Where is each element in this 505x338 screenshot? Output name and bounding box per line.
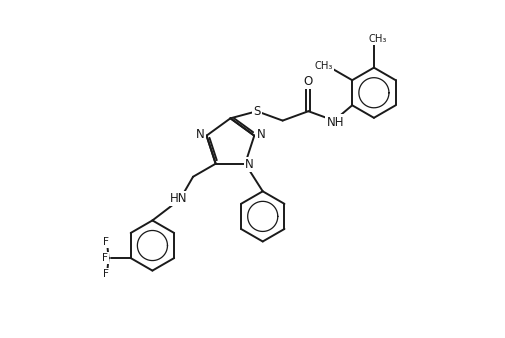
Text: N: N [256,128,265,141]
Text: N: N [195,128,204,141]
Text: N: N [244,158,253,171]
Text: O: O [303,75,313,88]
Text: S: S [252,105,260,118]
Text: F: F [103,237,109,247]
Text: CH₃: CH₃ [314,61,332,71]
Text: F: F [103,269,109,279]
Text: HN: HN [170,192,187,205]
Text: F: F [102,253,108,263]
Text: NH: NH [326,116,343,128]
Text: CH₃: CH₃ [368,33,386,44]
